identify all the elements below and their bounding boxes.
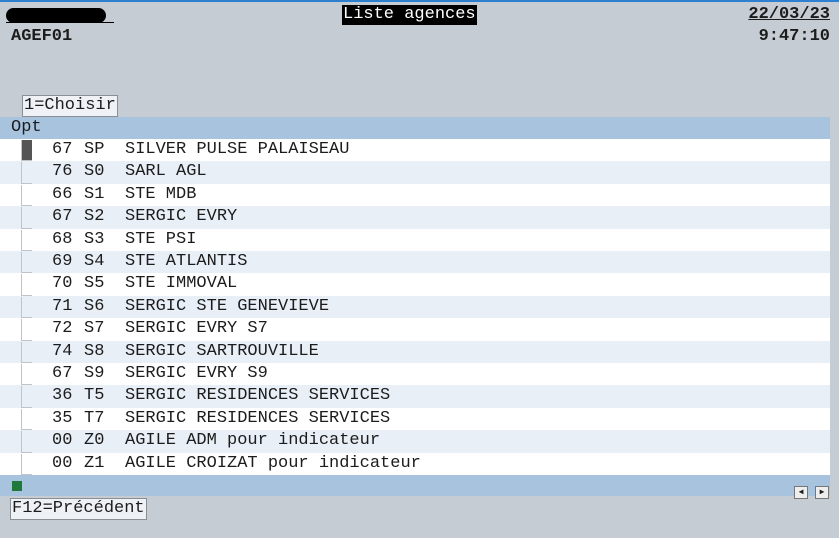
agency-name: AGILE CROIZAT pour indicateur (125, 453, 421, 473)
column-header: Opt (11, 118, 42, 137)
agency-code: S3 (84, 229, 105, 249)
agency-code: S0 (84, 162, 105, 182)
agency-code: S8 (84, 341, 105, 361)
screen-title: Liste agences (342, 5, 477, 25)
agency-number: 00 (52, 431, 73, 451)
agency-number: 67 (52, 140, 73, 159)
agency-name: SERGIC EVRY S9 (125, 364, 268, 383)
option-input[interactable] (21, 386, 32, 408)
list-row (0, 251, 830, 274)
list-row (0, 161, 830, 184)
agency-code: SP (84, 140, 105, 159)
agency-code: S6 (84, 296, 105, 316)
agency-number: 76 (52, 162, 73, 182)
agency-number: 72 (52, 319, 73, 339)
footer-bar (0, 475, 830, 496)
scroll-right[interactable]: ▶ (815, 486, 829, 499)
option-input[interactable] (21, 162, 32, 184)
option-input[interactable] (21, 341, 32, 363)
agency-name: SERGIC SARTROUVILLE (125, 341, 319, 361)
option-input[interactable] (21, 252, 32, 274)
time: 9:47:10 (758, 27, 830, 46)
list-row (0, 318, 830, 341)
list-row (0, 139, 830, 162)
agency-code: S1 (84, 184, 105, 204)
option-input[interactable] (21, 296, 32, 319)
date: 22/03/23 (748, 5, 830, 24)
agency-number: 71 (52, 296, 73, 316)
agency-name: AGILE ADM pour indicateur (125, 431, 381, 451)
agency-name: SERGIC STE GENEVIEVE (125, 296, 330, 316)
agency-name: SERGIC RESIDENCES SERVICES (125, 386, 391, 406)
list-row (0, 407, 830, 431)
option-input[interactable] (21, 140, 32, 162)
agency-name: STE MDB (125, 184, 197, 204)
option-input[interactable] (21, 431, 32, 453)
agency-code: T5 (84, 386, 105, 406)
agency-code: S9 (84, 364, 105, 383)
list-row (0, 385, 830, 408)
list-row (0, 273, 830, 296)
column-header-bar (0, 117, 830, 139)
agency-code: T7 (84, 408, 105, 428)
agency-name: SERGIC EVRY S7 (125, 319, 268, 339)
list-row (0, 430, 830, 453)
top-border (0, 0, 839, 2)
list-row (0, 206, 830, 229)
agency-code: S4 (84, 252, 105, 271)
agency-number: 69 (52, 252, 73, 271)
program-id: AGEF01 (11, 27, 73, 46)
agency-number: 36 (52, 386, 73, 406)
list-row (0, 340, 830, 363)
option-input[interactable] (21, 274, 32, 296)
option-legend: 1=Choisir (22, 95, 118, 117)
agency-name: STE ATLANTIS (125, 252, 248, 271)
list-row (0, 363, 830, 386)
agency-code: Z0 (84, 431, 105, 451)
agency-code: S7 (84, 319, 105, 339)
scroll-left[interactable]: ◀ (794, 486, 808, 499)
list-row (0, 452, 830, 475)
agency-number: 00 (52, 453, 73, 473)
agency-name: SARL AGL (125, 162, 207, 182)
agency-name: STE PSI (125, 229, 197, 249)
agency-number: 68 (52, 229, 73, 249)
f12-button[interactable]: F12=Précédent (10, 498, 147, 520)
agency-name: STE IMMOVAL (125, 274, 238, 294)
option-input[interactable] (21, 408, 32, 431)
agency-name: SERGIC EVRY (125, 207, 238, 227)
agency-number: 70 (52, 274, 73, 294)
option-input[interactable] (21, 453, 32, 475)
agency-code: S2 (84, 207, 105, 227)
redacted-user (6, 8, 106, 23)
option-input[interactable] (21, 229, 32, 251)
agency-number: 67 (52, 364, 73, 383)
agency-number: 35 (52, 408, 73, 428)
agency-number: 67 (52, 207, 73, 227)
list-row (0, 295, 830, 319)
option-input[interactable] (21, 319, 32, 341)
list-row (0, 183, 830, 207)
agency-code: S5 (84, 274, 105, 294)
excel-icon[interactable] (12, 481, 22, 491)
option-input[interactable] (21, 207, 32, 229)
agency-number: 74 (52, 341, 73, 361)
redacted-underline (6, 22, 114, 23)
option-input[interactable] (21, 364, 32, 386)
agency-number: 66 (52, 184, 73, 204)
agency-code: Z1 (84, 453, 105, 473)
option-input[interactable] (21, 184, 32, 207)
agency-name: SILVER PULSE PALAISEAU (125, 140, 350, 159)
list-row (0, 228, 830, 251)
agency-name: SERGIC RESIDENCES SERVICES (125, 408, 391, 428)
